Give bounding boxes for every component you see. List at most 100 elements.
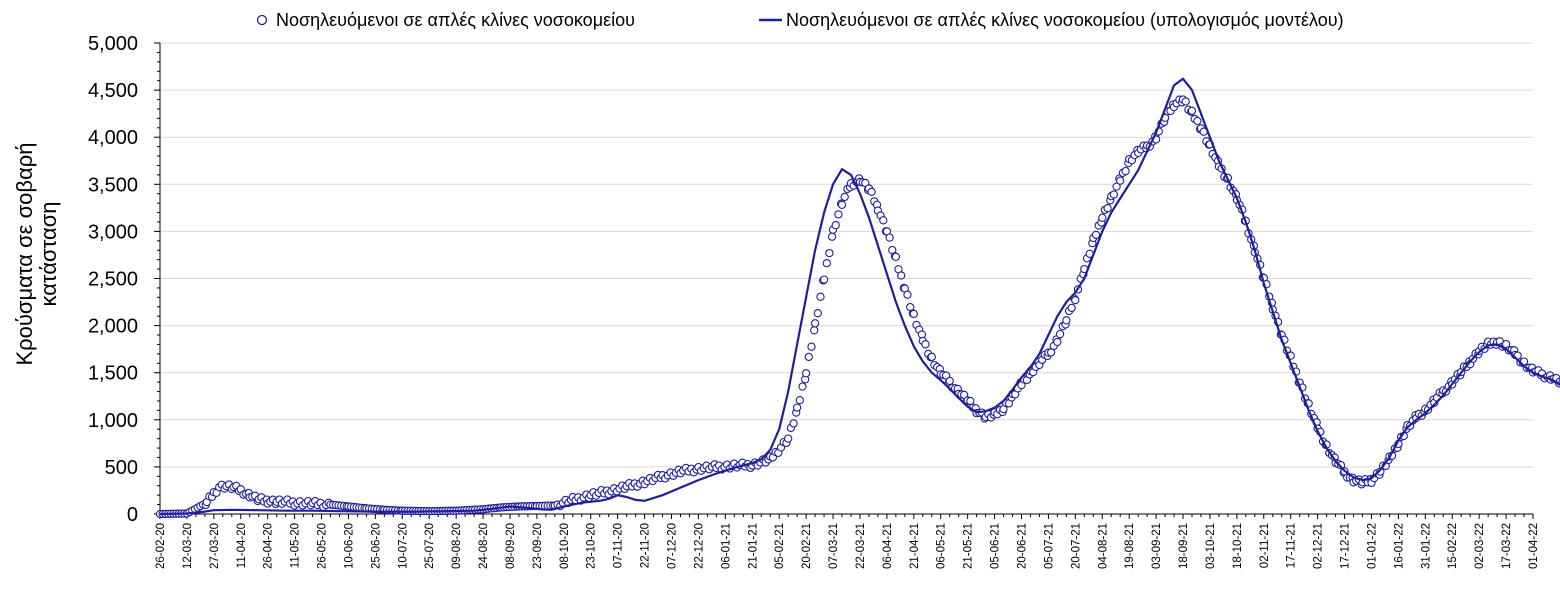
observed-point (1071, 296, 1080, 305)
x-tick-label-03-09-21: 03-09-21 (1151, 523, 1163, 569)
x-tick-label-18-10-21: 18-10-21 (1232, 523, 1244, 569)
observed-point (1067, 303, 1076, 313)
observed-point (819, 275, 829, 284)
x-tick-label-12-03-20: 12-03-20 (182, 523, 194, 569)
x-tick-label-22-12-20: 22-12-20 (693, 523, 705, 569)
x-tick-label-25-06-20: 25-06-20 (370, 523, 382, 569)
x-tick-label-03-10-21: 03-10-21 (1205, 523, 1217, 569)
y-tick-label-1000: 1,000 (88, 410, 138, 432)
y-tick-label-0: 0 (127, 504, 138, 526)
observed-point (810, 326, 819, 335)
observed-point (867, 187, 876, 196)
x-tick-label-17-11-21: 17-11-21 (1286, 523, 1298, 568)
y-tick-label-3500: 3,500 (88, 174, 138, 196)
x-tick-label-11-05-20: 11-05-20 (290, 523, 302, 568)
observed-point (801, 369, 811, 378)
observed-point (891, 252, 901, 261)
grid-lines (160, 42, 1533, 468)
observed-point (1091, 230, 1101, 240)
observed-point (1053, 337, 1062, 347)
x-tick-label-07-03-21: 07-03-21 (828, 523, 840, 569)
x-tick-label-08-09-20: 08-09-20 (505, 523, 517, 569)
observed-point (1103, 204, 1112, 213)
observed-point (825, 248, 834, 258)
observed-point (921, 340, 930, 349)
x-tick-label-24-08-20: 24-08-20 (478, 523, 490, 569)
observed-point (1098, 213, 1107, 222)
x-tick-label-06-05-21: 06-05-21 (936, 523, 948, 569)
x-tick-label-23-09-20: 23-09-20 (532, 523, 544, 569)
x-tick-label-08-10-20: 08-10-20 (559, 523, 571, 569)
observed-point (810, 319, 820, 328)
observed-point (1187, 106, 1197, 115)
legend: Νοσηλευόμενοι σε απλές κλίνες νοσοκομείο… (256, 10, 1344, 30)
observed-point (822, 259, 831, 268)
x-tick-label-22-03-21: 22-03-21 (855, 523, 867, 569)
observed-point (897, 271, 906, 280)
x-tick-label-05-02-21: 05-02-21 (774, 523, 786, 569)
x-tick-label-10-07-20: 10-07-20 (397, 523, 409, 569)
observed-point (804, 352, 813, 362)
legend-label-model: Νοσηλευόμενοι σε απλές κλίνες νοσοκομείο… (786, 10, 1344, 30)
x-tick-label-10-06-20: 10-06-20 (343, 523, 355, 569)
x-tick-label-20-06-21: 20-06-21 (1016, 523, 1028, 569)
observed-point (1181, 97, 1190, 106)
observed-point (784, 434, 793, 443)
y-tick-label-2500: 2,500 (88, 269, 138, 291)
x-tick-label-05-06-21: 05-06-21 (990, 523, 1002, 569)
x-tick-label-02-03-22: 02-03-22 (1474, 523, 1486, 569)
x-tick-label-27-03-20: 27-03-20 (209, 523, 221, 569)
legend-label-observed: Νοσηλευόμενοι σε απλές κλίνες νοσοκομείο… (276, 10, 635, 30)
observed-point (1062, 316, 1071, 325)
observed-point (909, 309, 918, 319)
observed-point (1112, 182, 1121, 191)
x-tick-label-15-02-22: 15-02-22 (1447, 523, 1459, 569)
x-tick-label-21-01-21: 21-01-21 (747, 523, 759, 569)
x-tick-label-06-01-21: 06-01-21 (720, 523, 732, 569)
y-tick-label-5000: 5,000 (88, 33, 138, 55)
observed-point (927, 352, 936, 362)
x-tick-label-21-04-21: 21-04-21 (909, 523, 921, 569)
x-tick-label-31-01-22: 31-01-22 (1420, 523, 1432, 569)
y-tick-label-3000: 3,000 (88, 221, 138, 243)
series-layer (155, 77, 1560, 519)
observed-point (885, 233, 894, 242)
observed-point (789, 419, 798, 428)
observed-point (903, 290, 912, 299)
x-tick-label-09-08-20: 09-08-20 (451, 523, 463, 569)
observed-point (837, 200, 847, 209)
series-model-line (159, 77, 1560, 516)
x-tick-label-02-11-21: 02-11-21 (1259, 523, 1271, 568)
x-tick-label-26-04-20: 26-04-20 (263, 523, 275, 569)
observed-point (1116, 176, 1125, 185)
x-tick-label-06-04-21: 06-04-21 (882, 523, 894, 569)
y-tick-label-500: 500 (105, 457, 138, 479)
observed-point (1336, 461, 1346, 470)
x-tick-label-25-07-20: 25-07-20 (424, 523, 436, 569)
x-tick-label-20-07-21: 20-07-21 (1070, 523, 1082, 569)
x-tick-label-22-11-20: 22-11-20 (640, 523, 652, 568)
x-tick-labels: 26-02-20 12-03-20 27-03-20 11-04-20 26-04-20… (155, 523, 1540, 569)
observed-point (807, 342, 816, 351)
x-tick-label-19-08-21: 19-08-21 (1124, 523, 1136, 569)
y-tick-label-2000: 2,000 (88, 316, 138, 338)
observed-point (834, 210, 843, 219)
y-tick-label-4000: 4,000 (88, 127, 138, 149)
observed-point (1055, 329, 1065, 339)
x-tick-label-16-01-22: 16-01-22 (1393, 523, 1405, 569)
observed-point (816, 292, 825, 301)
series-observed (155, 95, 1560, 519)
y-axis-title-line1: Κρούσματα σε σοβαρή (12, 142, 37, 365)
y-tick-label-1500: 1,500 (88, 363, 138, 385)
observed-point (1121, 166, 1130, 176)
observed-point (792, 403, 802, 412)
x-tick-label-02-12-21: 02-12-21 (1313, 523, 1325, 569)
x-tick-label-18-09-21: 18-09-21 (1178, 523, 1190, 569)
x-tick-label-23-10-20: 23-10-20 (586, 523, 598, 569)
observed-point (813, 309, 822, 318)
x-tick-label-01-04-22: 01-04-22 (1528, 523, 1540, 569)
observed-point (966, 396, 975, 406)
observed-point (945, 376, 954, 386)
x-tick-label-04-08-21: 04-08-21 (1097, 523, 1109, 569)
